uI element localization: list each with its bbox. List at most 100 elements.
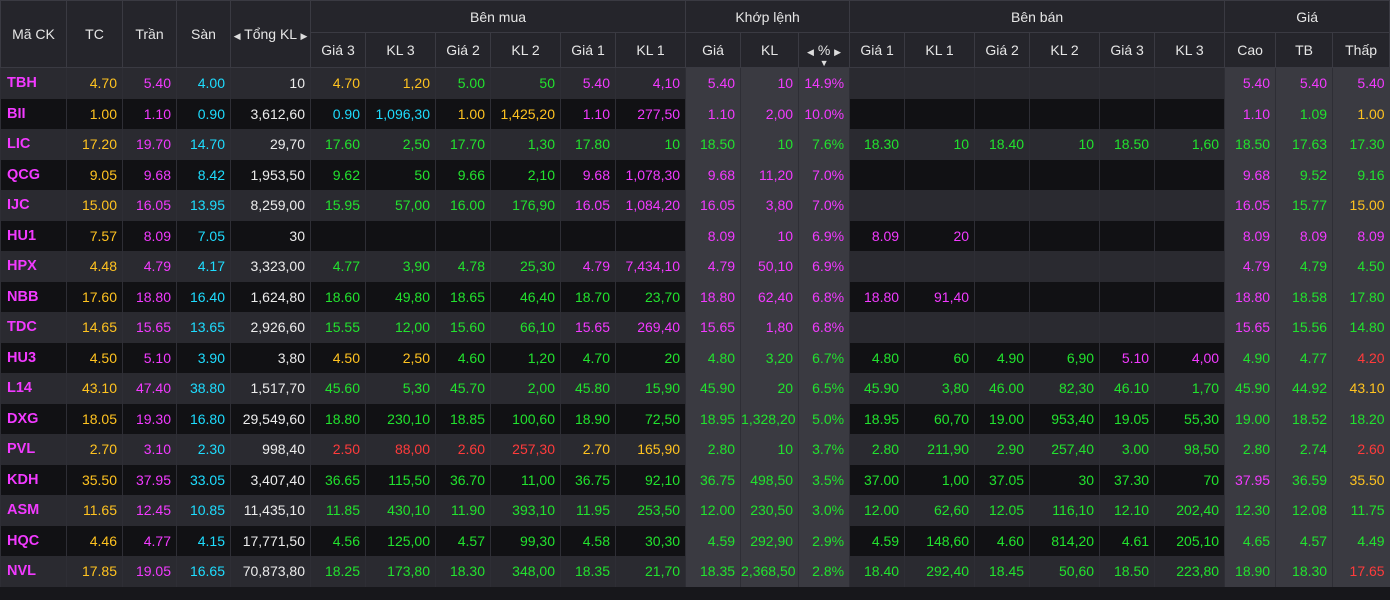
buy-cell[interactable]: 4.58: [560, 525, 616, 556]
header-sell-col[interactable]: Giá 2: [974, 32, 1031, 68]
buy-cell[interactable]: 1,425,20: [490, 98, 561, 129]
match-cell[interactable]: 15.65: [685, 312, 741, 343]
price-stat-cell[interactable]: 1.00: [1332, 98, 1390, 129]
buy-cell[interactable]: 15,90: [614, 373, 686, 404]
match-cell[interactable]: 10: [740, 220, 799, 251]
sell-cell[interactable]: 18.45: [974, 556, 1030, 587]
price-stat-cell[interactable]: 37.95: [1224, 464, 1276, 495]
reference-price-cell[interactable]: 4.50: [66, 342, 123, 373]
buy-cell[interactable]: 277,50: [614, 98, 686, 129]
match-cell[interactable]: 16.05: [685, 190, 741, 221]
buy-cell[interactable]: 125,00: [365, 525, 436, 556]
price-stat-cell[interactable]: 18.52: [1275, 403, 1333, 434]
sell-cell[interactable]: [849, 67, 905, 99]
table-row[interactable]: LIC 17.20 19.70 14.70 29,70 17.60 2,50 17.70 1,3…: [0, 129, 1390, 160]
sell-cell[interactable]: 19.00: [974, 403, 1030, 434]
match-cell[interactable]: 7.0%: [798, 159, 850, 190]
header-sell-col[interactable]: KL 3: [1154, 32, 1226, 68]
price-stat-cell[interactable]: 8.09: [1332, 220, 1390, 251]
sell-cell[interactable]: [849, 312, 905, 343]
total-volume-cell[interactable]: 3,80: [230, 342, 311, 373]
table-row[interactable]: KDH 35.50 37.95 33.05 3,407,40 36.65 115,50 36.…: [0, 464, 1390, 495]
sell-cell[interactable]: [904, 312, 975, 343]
ceiling-price-cell[interactable]: 5.40: [122, 67, 177, 99]
price-stat-cell[interactable]: 9.68: [1224, 159, 1276, 190]
sell-cell[interactable]: 18.40: [974, 129, 1030, 160]
header-price-col[interactable]: TB: [1275, 32, 1334, 68]
symbol-cell[interactable]: HQC: [0, 525, 67, 556]
floor-price-cell[interactable]: 13.65: [176, 312, 231, 343]
buy-cell[interactable]: 11.95: [560, 495, 616, 526]
buy-cell[interactable]: 17.80: [560, 129, 616, 160]
sell-cell[interactable]: 20: [904, 220, 975, 251]
header-ma-ck[interactable]: Mã CK: [0, 0, 67, 68]
match-cell[interactable]: 11,20: [740, 159, 799, 190]
buy-cell[interactable]: [365, 220, 436, 251]
buy-cell[interactable]: 5,30: [365, 373, 436, 404]
buy-cell[interactable]: 15.65: [560, 312, 616, 343]
sell-cell[interactable]: 37.05: [974, 464, 1030, 495]
price-stat-cell[interactable]: 8.09: [1224, 220, 1276, 251]
price-stat-cell[interactable]: 18.90: [1224, 556, 1276, 587]
match-cell[interactable]: 20: [740, 373, 799, 404]
buy-cell[interactable]: 4.79: [560, 251, 616, 282]
sell-cell[interactable]: 91,40: [904, 281, 975, 312]
price-stat-cell[interactable]: 17.65: [1332, 556, 1390, 587]
price-stat-cell[interactable]: 15.77: [1275, 190, 1333, 221]
sell-cell[interactable]: 62,60: [904, 495, 975, 526]
price-stat-cell[interactable]: 36.59: [1275, 464, 1333, 495]
price-stat-cell[interactable]: 4.79: [1224, 251, 1276, 282]
sell-cell[interactable]: [904, 67, 975, 99]
total-volume-cell[interactable]: 70,873,80: [230, 556, 311, 587]
buy-cell[interactable]: 30,30: [614, 525, 686, 556]
reference-price-cell[interactable]: 43.10: [66, 373, 123, 404]
symbol-cell[interactable]: TBH: [0, 67, 67, 99]
match-cell[interactable]: 36.75: [685, 464, 741, 495]
sell-cell[interactable]: [849, 251, 905, 282]
buy-cell[interactable]: 2,10: [490, 159, 561, 190]
buy-cell[interactable]: 9.66: [435, 159, 491, 190]
match-cell[interactable]: 6.8%: [798, 281, 850, 312]
table-row[interactable]: NVL 17.85 19.05 16.65 70,873,80 18.25 173,80 18…: [0, 556, 1390, 587]
floor-price-cell[interactable]: 3.90: [176, 342, 231, 373]
buy-cell[interactable]: 2,50: [365, 342, 436, 373]
total-volume-cell[interactable]: 29,70: [230, 129, 311, 160]
table-row[interactable]: BII 1.00 1.10 0.90 3,612,60 0.90 1,096,30 1.00 1…: [0, 98, 1390, 129]
floor-price-cell[interactable]: 13.95: [176, 190, 231, 221]
match-cell[interactable]: 230,50: [740, 495, 799, 526]
buy-cell[interactable]: 18.90: [560, 403, 616, 434]
price-stat-cell[interactable]: 45.90: [1224, 373, 1276, 404]
buy-cell[interactable]: 88,00: [365, 434, 436, 465]
price-stat-cell[interactable]: 4.50: [1332, 251, 1390, 282]
price-stat-cell[interactable]: 18.58: [1275, 281, 1333, 312]
match-cell[interactable]: 5.0%: [798, 403, 850, 434]
sell-cell[interactable]: 98,50: [1154, 434, 1225, 465]
buy-cell[interactable]: [614, 220, 686, 251]
sell-cell[interactable]: 8.09: [849, 220, 905, 251]
sell-cell[interactable]: [1154, 251, 1225, 282]
sell-cell[interactable]: 37.00: [849, 464, 905, 495]
buy-cell[interactable]: 15.95: [310, 190, 366, 221]
buy-cell[interactable]: 2.50: [310, 434, 366, 465]
buy-cell[interactable]: 4.56: [310, 525, 366, 556]
buy-cell[interactable]: 18.65: [435, 281, 491, 312]
sell-cell[interactable]: 50,60: [1029, 556, 1100, 587]
sell-cell[interactable]: [904, 251, 975, 282]
sell-cell[interactable]: 4.90: [974, 342, 1030, 373]
price-stat-cell[interactable]: 5.40: [1224, 67, 1276, 99]
match-cell[interactable]: 5.40: [685, 67, 741, 99]
match-cell[interactable]: 10.0%: [798, 98, 850, 129]
price-stat-cell[interactable]: 8.09: [1275, 220, 1333, 251]
sell-cell[interactable]: [974, 98, 1030, 129]
sell-cell[interactable]: 205,10: [1154, 525, 1225, 556]
match-cell[interactable]: 10: [740, 434, 799, 465]
price-stat-cell[interactable]: 14.80: [1332, 312, 1390, 343]
header-buy-col[interactable]: KL 3: [365, 32, 436, 68]
buy-cell[interactable]: 393,10: [490, 495, 561, 526]
floor-price-cell[interactable]: 4.17: [176, 251, 231, 282]
buy-cell[interactable]: 16.05: [560, 190, 616, 221]
floor-price-cell[interactable]: 0.90: [176, 98, 231, 129]
sell-cell[interactable]: 19.05: [1099, 403, 1155, 434]
price-stat-cell[interactable]: 4.65: [1224, 525, 1276, 556]
reference-price-cell[interactable]: 7.57: [66, 220, 123, 251]
